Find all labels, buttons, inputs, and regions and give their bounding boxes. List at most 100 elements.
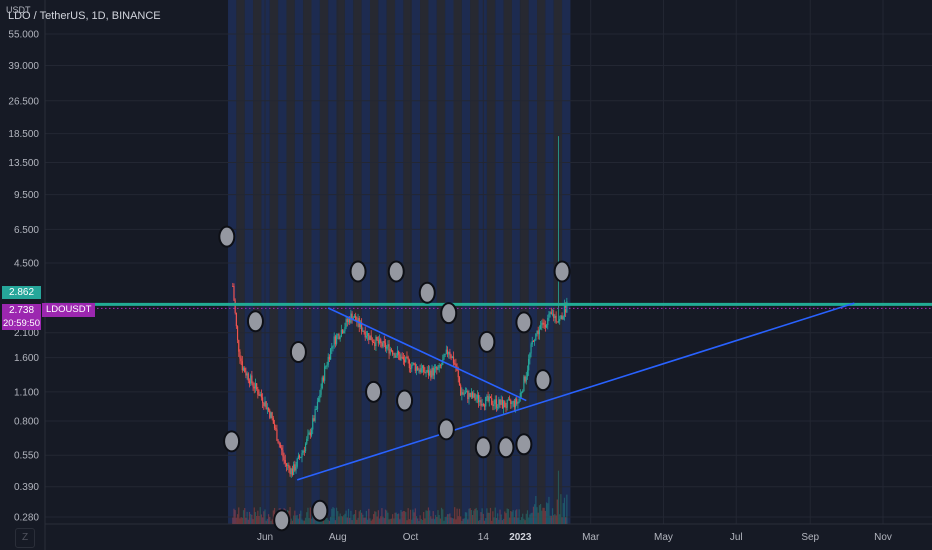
annotation-marker bbox=[246, 310, 264, 333]
volume-bar bbox=[369, 518, 371, 524]
volume-bar bbox=[248, 511, 251, 524]
candle-body bbox=[550, 312, 552, 314]
candle-body bbox=[554, 315, 556, 318]
volume-bar bbox=[524, 520, 526, 524]
candle-body bbox=[285, 463, 288, 466]
stripe-band bbox=[478, 0, 487, 524]
annotation-marker bbox=[474, 436, 492, 459]
volume-bar bbox=[368, 508, 370, 524]
stripe-band bbox=[486, 0, 496, 524]
volume-bar bbox=[271, 519, 273, 524]
candle-body bbox=[557, 321, 560, 323]
candle-body bbox=[443, 354, 445, 360]
volume-bar bbox=[377, 510, 379, 524]
volume-bar bbox=[565, 517, 567, 524]
candle-body bbox=[470, 392, 472, 397]
volume-bar bbox=[477, 520, 480, 524]
candle-body bbox=[266, 407, 268, 410]
volume-bar bbox=[334, 520, 336, 524]
candle-body bbox=[246, 373, 248, 376]
candle-body bbox=[516, 398, 518, 404]
volume-bar bbox=[246, 511, 248, 524]
stripe-band bbox=[428, 0, 437, 524]
candle-body bbox=[378, 339, 381, 344]
x-tick-label: Mar bbox=[582, 532, 600, 543]
candle-body bbox=[346, 319, 348, 323]
volume-bar bbox=[529, 514, 531, 524]
candle-body bbox=[264, 401, 266, 406]
volume-bar bbox=[247, 519, 249, 524]
volume-bar bbox=[378, 518, 381, 524]
volume-bar bbox=[300, 510, 302, 524]
candle-body bbox=[415, 366, 418, 371]
candle-body bbox=[491, 398, 493, 405]
candle-body bbox=[302, 450, 304, 453]
candle-body bbox=[250, 375, 252, 384]
volume-bar bbox=[488, 512, 490, 524]
volume-bar bbox=[393, 518, 395, 524]
candle-body bbox=[497, 407, 499, 409]
candle-body bbox=[235, 312, 237, 327]
y-tick-label: 13.500 bbox=[8, 158, 39, 169]
candle-body bbox=[349, 318, 351, 323]
volume-bar bbox=[253, 507, 255, 524]
volume-bar bbox=[508, 517, 511, 524]
annotation-marker bbox=[515, 311, 533, 334]
volume-bar bbox=[499, 509, 501, 524]
x-tick-label: May bbox=[654, 532, 673, 543]
candle-body bbox=[371, 340, 373, 342]
candle-body bbox=[553, 313, 555, 318]
annotation-marker bbox=[497, 436, 515, 459]
candle-body bbox=[392, 350, 394, 355]
candle-body bbox=[254, 383, 257, 389]
volume-bar bbox=[408, 519, 410, 524]
candle-body bbox=[267, 407, 270, 411]
volume-bar bbox=[337, 511, 339, 524]
volume-bar bbox=[251, 514, 253, 524]
candle-body bbox=[295, 466, 297, 471]
volume-bar bbox=[330, 516, 332, 524]
volume-bar bbox=[331, 508, 333, 524]
candle-body bbox=[493, 404, 495, 406]
candle-body bbox=[525, 376, 527, 382]
candle-body bbox=[523, 376, 525, 392]
volume-bar bbox=[409, 509, 412, 524]
symbol-label[interactable]: LDOUSDT bbox=[42, 303, 96, 317]
stripe-band bbox=[411, 0, 421, 524]
volume-bar bbox=[398, 513, 400, 524]
volume-bar bbox=[426, 510, 428, 524]
volume-bar bbox=[254, 512, 257, 524]
candle-body bbox=[450, 355, 452, 359]
volume-bar bbox=[352, 514, 354, 524]
candle-body bbox=[324, 366, 326, 381]
candle-body bbox=[370, 335, 372, 341]
candle-body bbox=[307, 434, 309, 439]
candle-body bbox=[405, 356, 407, 363]
volume-bar bbox=[301, 519, 303, 524]
annotation-marker bbox=[218, 225, 236, 248]
candle-body bbox=[374, 342, 376, 347]
candle-body bbox=[253, 386, 255, 389]
candle-body bbox=[294, 464, 296, 471]
candle-body bbox=[542, 322, 544, 324]
volume-bar bbox=[454, 507, 456, 524]
candle-body bbox=[393, 353, 395, 355]
volume-bar bbox=[402, 510, 404, 524]
candle-body bbox=[514, 398, 517, 408]
volume-bar bbox=[240, 517, 242, 524]
current-price-tag: 2.738 bbox=[2, 304, 41, 317]
candle-body bbox=[566, 301, 568, 313]
stripe-band bbox=[503, 0, 512, 524]
volume-bar bbox=[514, 510, 517, 524]
candle-body bbox=[283, 456, 285, 460]
volume-bar bbox=[554, 514, 556, 524]
candle-body bbox=[436, 366, 438, 370]
candle-body bbox=[402, 357, 404, 360]
volume-bar bbox=[260, 514, 263, 524]
volume-bar bbox=[511, 511, 513, 524]
volume-bar bbox=[345, 510, 347, 524]
candle-body bbox=[306, 438, 308, 444]
volume-bar bbox=[320, 519, 322, 524]
